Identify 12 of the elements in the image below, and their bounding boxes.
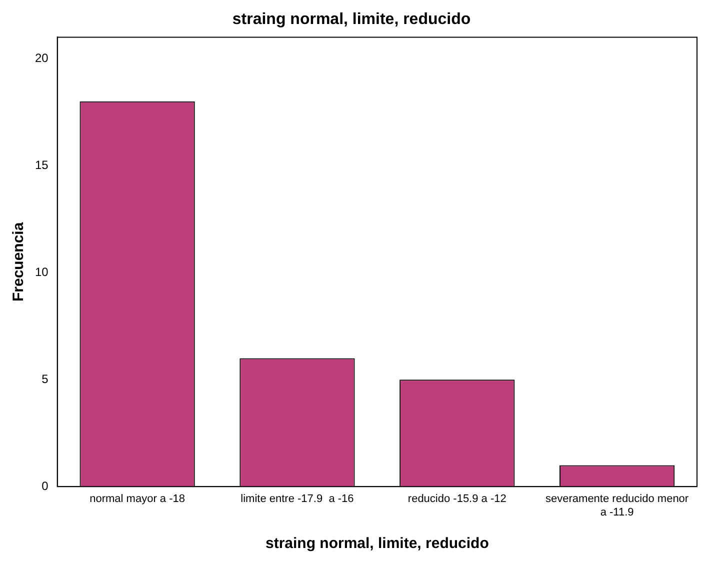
y-tick-label: 10 — [34, 264, 49, 279]
y-tick-label: 20 — [34, 50, 49, 65]
y-tick-label: 0 — [42, 478, 49, 493]
x-tick-label: normal mayor a -18 — [90, 493, 185, 506]
x-tick-label: limite entre -17.9 a -16 — [240, 493, 354, 506]
y-tick-label: 15 — [34, 158, 49, 172]
y-tick-label: 5 — [42, 372, 49, 386]
y-axis-title: Frecuencia — [10, 222, 28, 302]
x-axis-title: straing normal, limite, reducido — [265, 535, 489, 552]
x-tick-label: reducido -15.9 a -12 — [408, 493, 506, 506]
x-tick-label: severamente reducido menor a -11.9 — [546, 493, 689, 518]
chart-title: straing normal, limite, reducido — [232, 11, 471, 28]
